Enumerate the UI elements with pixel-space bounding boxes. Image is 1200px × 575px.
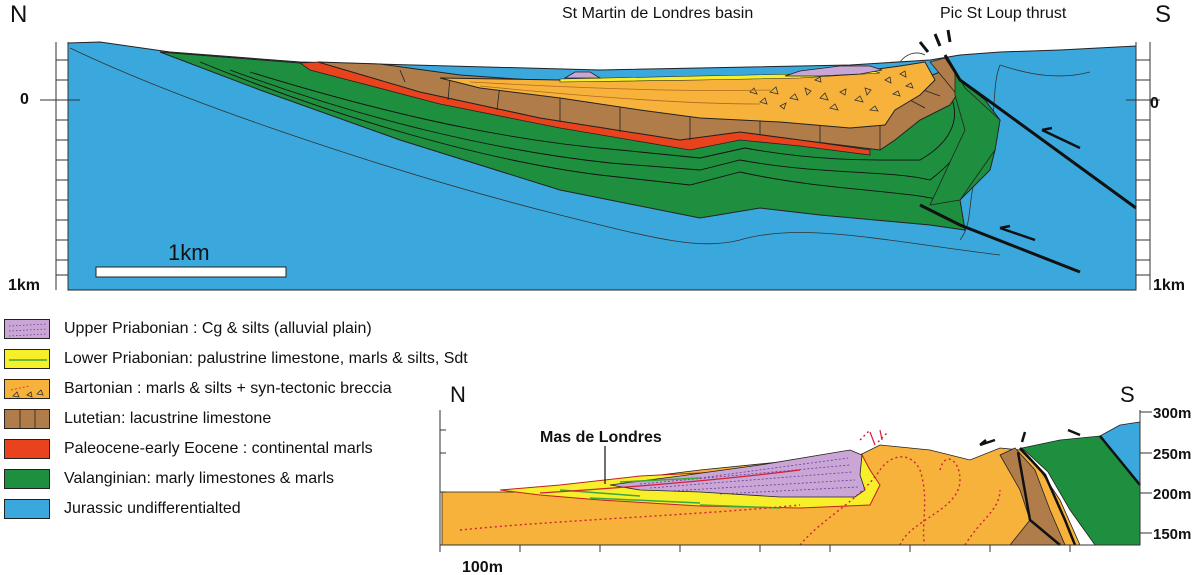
- detail-faults: [1016, 435, 1141, 546]
- depth-zero-left: 0: [20, 91, 29, 108]
- jurassic-internal-line: [69, 47, 1001, 256]
- breccia-pattern-icon: [10, 385, 44, 398]
- upper-priabonian-unit: [784, 65, 883, 77]
- detail-elevation-scale: [439, 410, 1152, 552]
- depth-zero-right: 0: [1150, 95, 1159, 112]
- thrust-arrows: [999, 126, 1081, 242]
- locality-label: Mas de Londres: [540, 429, 662, 446]
- elevation-150-label: 150m: [1153, 526, 1191, 543]
- bartonian-bedding-lines: [469, 81, 771, 105]
- legend-label: Jurassic undifferentialted: [64, 500, 241, 517]
- north-label: N: [10, 1, 27, 28]
- legend-item-lower-priabonian: Lower Priabonian: palustrine limestone, …: [4, 348, 468, 370]
- detail-upper-priabonian-dotted-beds: [639, 457, 859, 495]
- elevation-250-label: 250m: [1153, 446, 1191, 463]
- paleocene-swatch: [4, 439, 50, 459]
- eroded-outline: [899, 52, 926, 63]
- legend-label: Paleocene-early Eocene : continental mar…: [64, 440, 373, 457]
- legend-label: Lutetian: lacustrine limestone: [64, 410, 272, 427]
- lower-priabonian-swatch: [4, 349, 50, 369]
- detail-upper-priabonian-unit: [609, 449, 866, 498]
- detail-red-dotted-folds: [459, 429, 1001, 546]
- upper-priabonian-unit: [563, 71, 602, 79]
- south-label: S: [1155, 1, 1171, 28]
- bartonian-swatch: [4, 379, 50, 399]
- main-cross-section: N S St Martin de Londres basin Pic St Lo…: [8, 1, 1185, 294]
- green-line-pattern-icon: [9, 359, 47, 361]
- lutetian-swatch: [4, 409, 50, 429]
- legend-item-jurassic: Jurassic undifferentialted: [4, 498, 241, 520]
- bartonian-breccia-clasts: [749, 70, 914, 112]
- legend-item-valanginian: Valanginian: marly limestones & marls: [4, 468, 334, 490]
- thrust-label: Pic St Loup thrust: [940, 5, 1067, 22]
- scale-label: 1km: [168, 240, 210, 265]
- legend-item-bartonian: Bartonian : marls & silts + syn-tectonic…: [4, 378, 392, 400]
- upper-priabonian-swatch: [4, 319, 50, 339]
- elevation-200-label: 200m: [1153, 486, 1191, 503]
- legend-label: Upper Priabonian : Cg & silts (alluvial …: [64, 320, 372, 337]
- detail-north-label: N: [450, 382, 466, 407]
- legend-item-paleocene: Paleocene-early Eocene : continental mar…: [4, 438, 373, 460]
- thrust-slice-valanginian: [929, 68, 1001, 206]
- legend-label: Lower Priabonian: palustrine limestone, …: [64, 350, 468, 367]
- elevation-300-label: 300m: [1153, 405, 1191, 422]
- valanginian-swatch: [4, 469, 50, 489]
- legend-label: Bartonian : marls & silts + syn-tectonic…: [64, 380, 392, 397]
- detail-horizontal-ticks: [519, 545, 1071, 552]
- legend-item-upper-priabonian: Upper Priabonian : Cg & silts (alluvial …: [4, 318, 372, 340]
- thrust-faults: [919, 54, 1137, 274]
- jurassic-swatch: [4, 499, 50, 519]
- left-depth-scale: [40, 42, 80, 290]
- dotted-pattern-icon: [8, 323, 48, 337]
- detail-thrust-arrows: [979, 428, 1081, 447]
- fault-tick-marks: [918, 29, 952, 53]
- legend-label: Valanginian: marly limestones & marls: [64, 470, 335, 487]
- detail-red-lines: [539, 429, 883, 494]
- depth-bottom-right: 1km: [1153, 277, 1185, 294]
- detail-south-label: S: [1120, 382, 1135, 407]
- basin-label: St Martin de Londres basin: [562, 5, 753, 22]
- scale-bar: [95, 266, 287, 278]
- depth-bottom-left: 1km: [8, 277, 40, 294]
- joint-pattern-icon: [19, 410, 36, 428]
- right-depth-scale: [1126, 42, 1160, 290]
- legend-item-lutetian: Lutetian: lacustrine limestone: [4, 408, 271, 430]
- detail-scale-label: 100m: [462, 559, 503, 575]
- lower-priabonian-unit: [559, 69, 881, 83]
- detail-cross-section: N S Mas de Londres 100m 300m 250m 200m 1…: [439, 382, 1191, 575]
